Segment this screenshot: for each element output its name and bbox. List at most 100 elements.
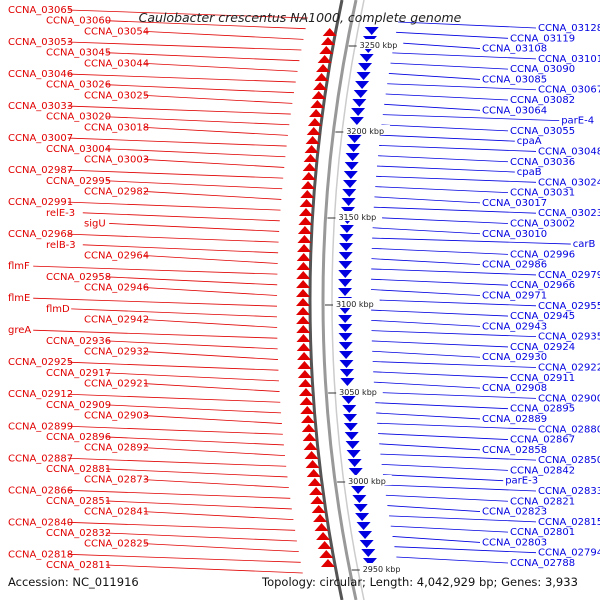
right-label-connector <box>372 227 481 235</box>
right-strand-gene-arrow <box>338 261 353 269</box>
right-gene-label: CCNA_03090 <box>510 64 575 75</box>
right-strand-gene-arrow <box>347 135 362 143</box>
right-strand-gene-arrow <box>342 405 357 413</box>
left-gene-label: relB-3 <box>46 240 76 251</box>
genome-arc <box>308 0 365 600</box>
left-gene-label: CCNA_02995 <box>46 176 111 187</box>
kbp-tick-label: 3000 kbp <box>348 477 386 486</box>
left-strand-gene-arrow <box>303 154 318 162</box>
right-label-connector <box>392 52 537 60</box>
left-strand-gene-arrow <box>316 64 331 72</box>
feature-tracks <box>296 27 379 567</box>
right-label-connector <box>373 217 509 224</box>
right-gene-label: CCNA_02794 <box>538 548 600 559</box>
left-gene-label: CCNA_02903 <box>84 411 149 422</box>
left-strand-gene-arrow <box>320 37 335 45</box>
left-gene-label: CCNA_03053 <box>8 37 73 48</box>
right-label-connector <box>372 350 481 358</box>
left-gene-label: CCNA_03004 <box>46 144 111 155</box>
right-strand-gene-arrow <box>348 468 363 476</box>
right-gene-label: carB <box>573 239 596 250</box>
right-label-connector <box>381 124 509 132</box>
right-gene-label: CCNA_03002 <box>510 218 575 229</box>
left-gene-label: CCNA_03045 <box>46 48 111 59</box>
right-strand-gene-arrow <box>343 414 358 422</box>
right-strand-gene-arrow <box>346 144 361 152</box>
left-label-connector <box>143 191 282 200</box>
left-strand-gene-arrow <box>309 487 324 495</box>
right-gene-label: CCNA_02911 <box>510 373 575 384</box>
left-label-connector <box>67 233 279 243</box>
right-strand-gene-arrow <box>338 342 353 350</box>
left-gene-label: CCNA_02982 <box>84 186 149 197</box>
left-strand-gene-arrow <box>304 145 319 153</box>
left-gene-label: flmF <box>8 261 30 272</box>
left-label-connector <box>67 393 281 403</box>
left-gene-label: CCNA_02909 <box>46 400 111 411</box>
right-label-connector <box>378 433 509 440</box>
right-strand-gene-arrow <box>339 369 354 377</box>
right-gene-label: CCNA_02900 <box>538 393 600 404</box>
right-label-connector <box>394 546 537 554</box>
left-gene-label: relE-3 <box>46 208 75 219</box>
right-gene-label: CCNA_03017 <box>482 198 547 209</box>
right-gene-label: CCNA_03055 <box>510 126 575 137</box>
left-gene-label: CCNA_02991 <box>8 197 73 208</box>
right-strand-gene-arrow <box>343 423 358 431</box>
left-strand-gene-arrow <box>309 109 324 117</box>
kbp-tick-bg <box>334 298 380 308</box>
right-gene-label: CCNA_02788 <box>510 558 575 569</box>
kbp-ticks: 3250 kbp 3200 kbp 3150 kbp 3100 kbp 3050 kbp… <box>325 39 407 574</box>
left-strand-gene-arrow <box>299 199 314 207</box>
left-gene-label: CCNA_02832 <box>46 528 111 539</box>
left-strand-gene-arrow <box>297 370 312 378</box>
left-strand-gene-arrow <box>313 82 328 90</box>
right-label-connector <box>374 391 537 399</box>
right-gene-label: CCNA_02922 <box>538 363 600 374</box>
right-strand-gene-arrow <box>349 117 364 125</box>
left-label-connector <box>67 457 287 467</box>
right-strand-gene-arrow <box>355 513 370 521</box>
left-label-connector <box>33 265 278 275</box>
right-strand-gene-arrow <box>338 333 353 341</box>
left-label-connector <box>105 404 282 414</box>
left-gene-label: CCNA_02917 <box>46 368 111 379</box>
right-label-connector <box>375 402 509 410</box>
left-label-connector <box>67 521 296 531</box>
right-strand-gene-arrow <box>344 432 359 440</box>
right-gene-label: CCNA_02823 <box>482 507 547 518</box>
right-gene-label: CCNA_03048 <box>538 146 600 157</box>
left-gene-label: CCNA_03046 <box>8 69 73 80</box>
right-strand-gene-arrow <box>347 459 362 467</box>
left-label-connector <box>143 383 280 392</box>
right-gene-label: CCNA_03085 <box>482 74 547 85</box>
left-gene-label: CCNA_02811 <box>46 560 111 571</box>
right-label-connector <box>381 464 509 471</box>
left-strand-gene-arrow <box>296 253 311 261</box>
left-label-connector <box>143 127 288 136</box>
left-gene-label: CCNA_03065 <box>8 5 73 16</box>
left-label-connector <box>143 255 278 264</box>
backbone-arc-edge <box>331 0 365 600</box>
left-label-connector <box>82 244 279 254</box>
left-strand-gene-arrow <box>310 100 325 108</box>
right-label-connector <box>372 237 571 245</box>
left-gene-label: CCNA_02818 <box>8 549 73 560</box>
left-label-connector <box>105 340 278 350</box>
right-gene-label: CCNA_03064 <box>482 105 547 116</box>
right-gene-label: CCNA_03036 <box>510 157 575 168</box>
right-label-connector <box>392 536 481 543</box>
left-gene-label: CCNA_03020 <box>46 112 111 123</box>
left-label-connector <box>105 468 288 478</box>
left-strand-gene-arrow <box>296 334 311 342</box>
left-label-connector <box>105 180 283 190</box>
backbone-arc-outer <box>321 0 358 600</box>
kbp-tick-label: 2950 kbp <box>363 565 401 574</box>
kbp-tick-bg <box>346 475 392 485</box>
right-label-connector <box>375 186 509 194</box>
right-strand-gene-arrow <box>351 108 366 116</box>
left-strand-gene-arrow <box>300 190 315 198</box>
left-gene-label: CCNA_03060 <box>46 16 111 27</box>
left-label-connector <box>143 287 278 296</box>
right-strand-gene-arrow <box>356 522 371 530</box>
